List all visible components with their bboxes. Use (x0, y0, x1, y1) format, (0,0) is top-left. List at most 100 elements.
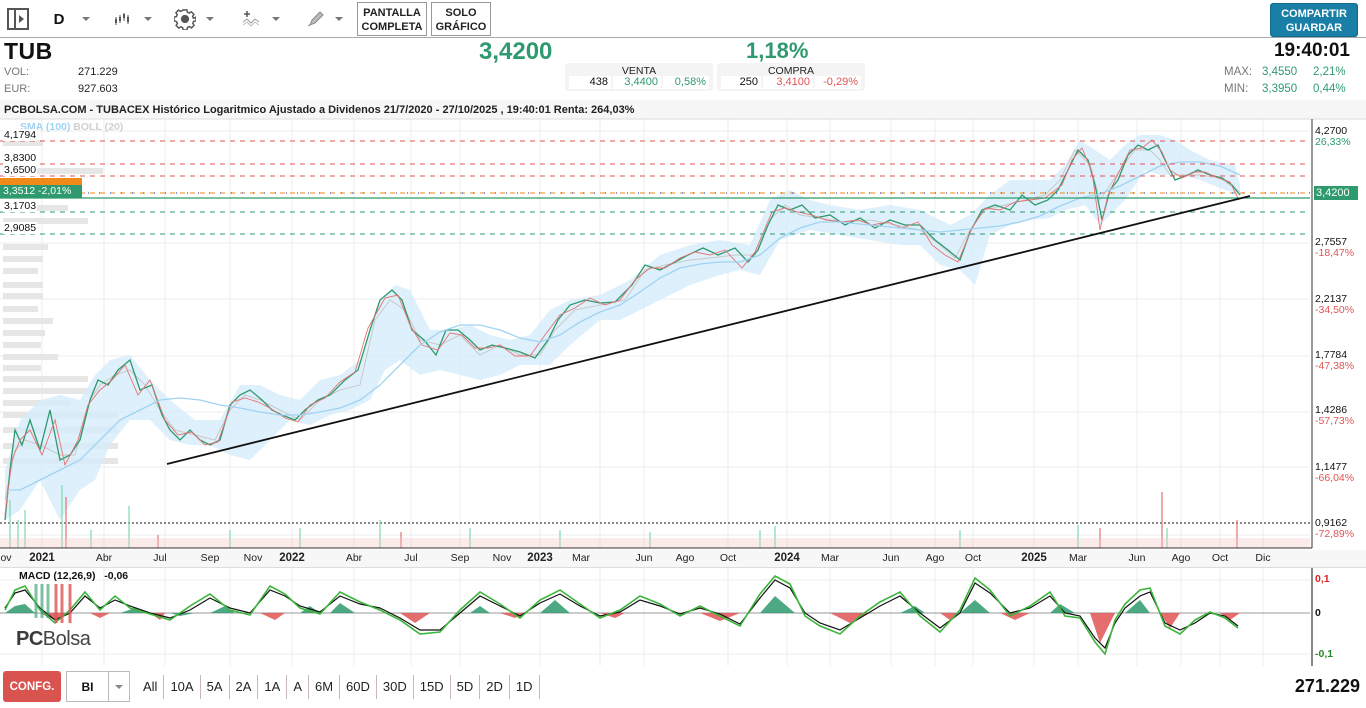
x-axis-month-label: Jun (1128, 552, 1146, 564)
daily-change-pct: 1,18% (746, 38, 809, 63)
axis-price: 1,4286 (1315, 404, 1348, 416)
chevron-down-icon (272, 17, 280, 21)
range-button-2d[interactable]: 2D (480, 675, 510, 699)
min-value: 3,3950 (1262, 83, 1298, 95)
axis-label: 1,7784 -47,38% (1315, 350, 1354, 372)
x-axis-month-label: Mar (571, 552, 591, 564)
axis-label: 0,9162 -72,89% (1315, 518, 1354, 540)
level-label: 3,1703 (3, 200, 38, 212)
volume-label: VOL: (4, 66, 30, 78)
chevron-down-icon (206, 17, 214, 21)
cursor-price-tag: 3,3512 -2,01% (0, 185, 82, 198)
settings-dropdown[interactable] (171, 4, 217, 34)
price-chart[interactable]: PCBOLSA.COM - TUBACEX Histórico Logaritm… (0, 100, 1366, 570)
x-axis-month-label: Sep (200, 552, 220, 564)
axis-label: 4,2700 26,33% (1315, 126, 1351, 148)
x-axis-year-label: 2021 (29, 552, 55, 564)
x-axis-month-label: Jul (404, 552, 418, 564)
interval-select-value: BI (67, 672, 109, 701)
range-button-a[interactable]: A (287, 675, 309, 699)
buy-pct: -0,29% (815, 76, 861, 89)
sidebar-toggle-button[interactable] (5, 4, 31, 34)
macd-chart[interactable] (0, 568, 1366, 666)
fullscreen-label: PANTALLA (363, 7, 421, 19)
x-axis-month-label: Oct (964, 552, 982, 564)
macd-axis-bottom: -0,1 (1315, 648, 1334, 660)
axis-price: 2,2137 (1315, 293, 1348, 305)
config-button[interactable]: CONFG. (3, 671, 61, 702)
buy-qty: 250 (721, 76, 761, 89)
level-tag-orange (0, 178, 82, 185)
x-axis-month-label: Nov (243, 552, 263, 564)
period-dropdown[interactable]: D (50, 4, 94, 34)
axis-price: 1,1477 (1315, 461, 1348, 473)
range-button-1a[interactable]: 1A (258, 675, 288, 699)
macd-axis-top: 0,1 (1315, 573, 1330, 585)
range-button-all[interactable]: All (137, 675, 165, 699)
axis-price: 2,7557 (1315, 236, 1348, 248)
level-label: 3,6500 (3, 164, 38, 176)
sidebar-toggle-icon (7, 8, 29, 30)
chevron-down-icon (109, 672, 129, 701)
euro-volume-value: 927.603 (78, 83, 118, 95)
axis-pct: -18,47% (1315, 247, 1355, 259)
axis-price: 4,2700 (1315, 125, 1348, 137)
range-button-60d[interactable]: 60D (340, 675, 377, 699)
share-save-button[interactable]: COMPARTIR GUARDAR (1270, 3, 1358, 37)
chart-only-label: SOLO (445, 7, 477, 19)
macd-title: MACD (12,26,9) (19, 570, 96, 582)
axis-pct: -47,38% (1315, 360, 1355, 372)
range-button-5d[interactable]: 5D (451, 675, 481, 699)
x-axis-month-label: Jun (635, 552, 653, 564)
pencil-icon (307, 11, 324, 27)
range-button-2a[interactable]: 2A (230, 675, 259, 699)
chevron-down-icon (335, 17, 343, 21)
ticker-symbol: TUB (4, 38, 53, 64)
min-pct: 0,44% (1313, 83, 1346, 95)
x-axis-month-label: Abr (345, 552, 363, 564)
buy-box: COMPRA 250 3,4100 -0,29% (717, 63, 865, 91)
gear-icon (174, 9, 196, 30)
pcbolsa-logo: PCBolsa (16, 628, 91, 651)
level-label: 2,9085 (3, 222, 38, 234)
x-axis-year-label: 2023 (527, 552, 553, 564)
macd-axis-zero: 0 (1315, 607, 1321, 619)
chart-title: PCBOLSA.COM - TUBACEX Histórico Logaritm… (4, 104, 635, 116)
x-axis-month-label: Dic (1255, 552, 1271, 564)
x-axis-month-label: Ago (925, 552, 945, 564)
level-label: 4,1794 (3, 129, 38, 141)
chart-only-button[interactable]: SOLO GRÁFICO (431, 2, 491, 36)
legend-boll[interactable]: BOLL (20) (73, 121, 124, 133)
x-axis-year-label: 2022 (279, 552, 305, 564)
price-chart-canvas (0, 100, 1366, 549)
sell-price: 3,4400 (613, 76, 661, 89)
x-axis-month-label: Abr (95, 552, 113, 564)
last-price: 3,4200 (479, 38, 553, 65)
share-label: COMPARTIR (1281, 8, 1347, 20)
axis-label: 2,7557 -18,47% (1315, 237, 1354, 259)
x-axis-month-label: Oct (1211, 552, 1229, 564)
axis-label: 1,4286 -57,73% (1315, 405, 1354, 427)
range-button-6m[interactable]: 6M (309, 675, 341, 699)
volume-value: 271.229 (78, 66, 118, 78)
buy-title: COMPRA (767, 65, 815, 77)
range-button-30d[interactable]: 30D (377, 675, 414, 699)
range-button-1d[interactable]: 1D (510, 675, 540, 699)
axis-pct: -72,89% (1315, 528, 1355, 540)
x-axis-month-label: Mar (820, 552, 840, 564)
logo-pc: PC (16, 628, 43, 650)
fullscreen-button[interactable]: PANTALLA COMPLETA (357, 2, 427, 36)
chart-type-dropdown[interactable] (112, 4, 154, 34)
x-axis-year-label: 2024 (774, 552, 800, 564)
interval-select[interactable]: BI (66, 671, 130, 702)
min-label: MIN: (1224, 83, 1249, 95)
fullscreen-label: COMPLETA (361, 21, 423, 33)
max-value: 3,4550 (1262, 66, 1298, 78)
range-button-5a[interactable]: 5A (201, 675, 230, 699)
indicators-dropdown[interactable] (238, 4, 284, 34)
current-price-tag: 3,4200 (1314, 186, 1358, 200)
x-axis-month-label: Jul (153, 552, 167, 564)
range-button-10a[interactable]: 10A (164, 675, 201, 699)
drawing-tools-dropdown[interactable] (303, 4, 347, 34)
range-button-15d[interactable]: 15D (414, 675, 451, 699)
